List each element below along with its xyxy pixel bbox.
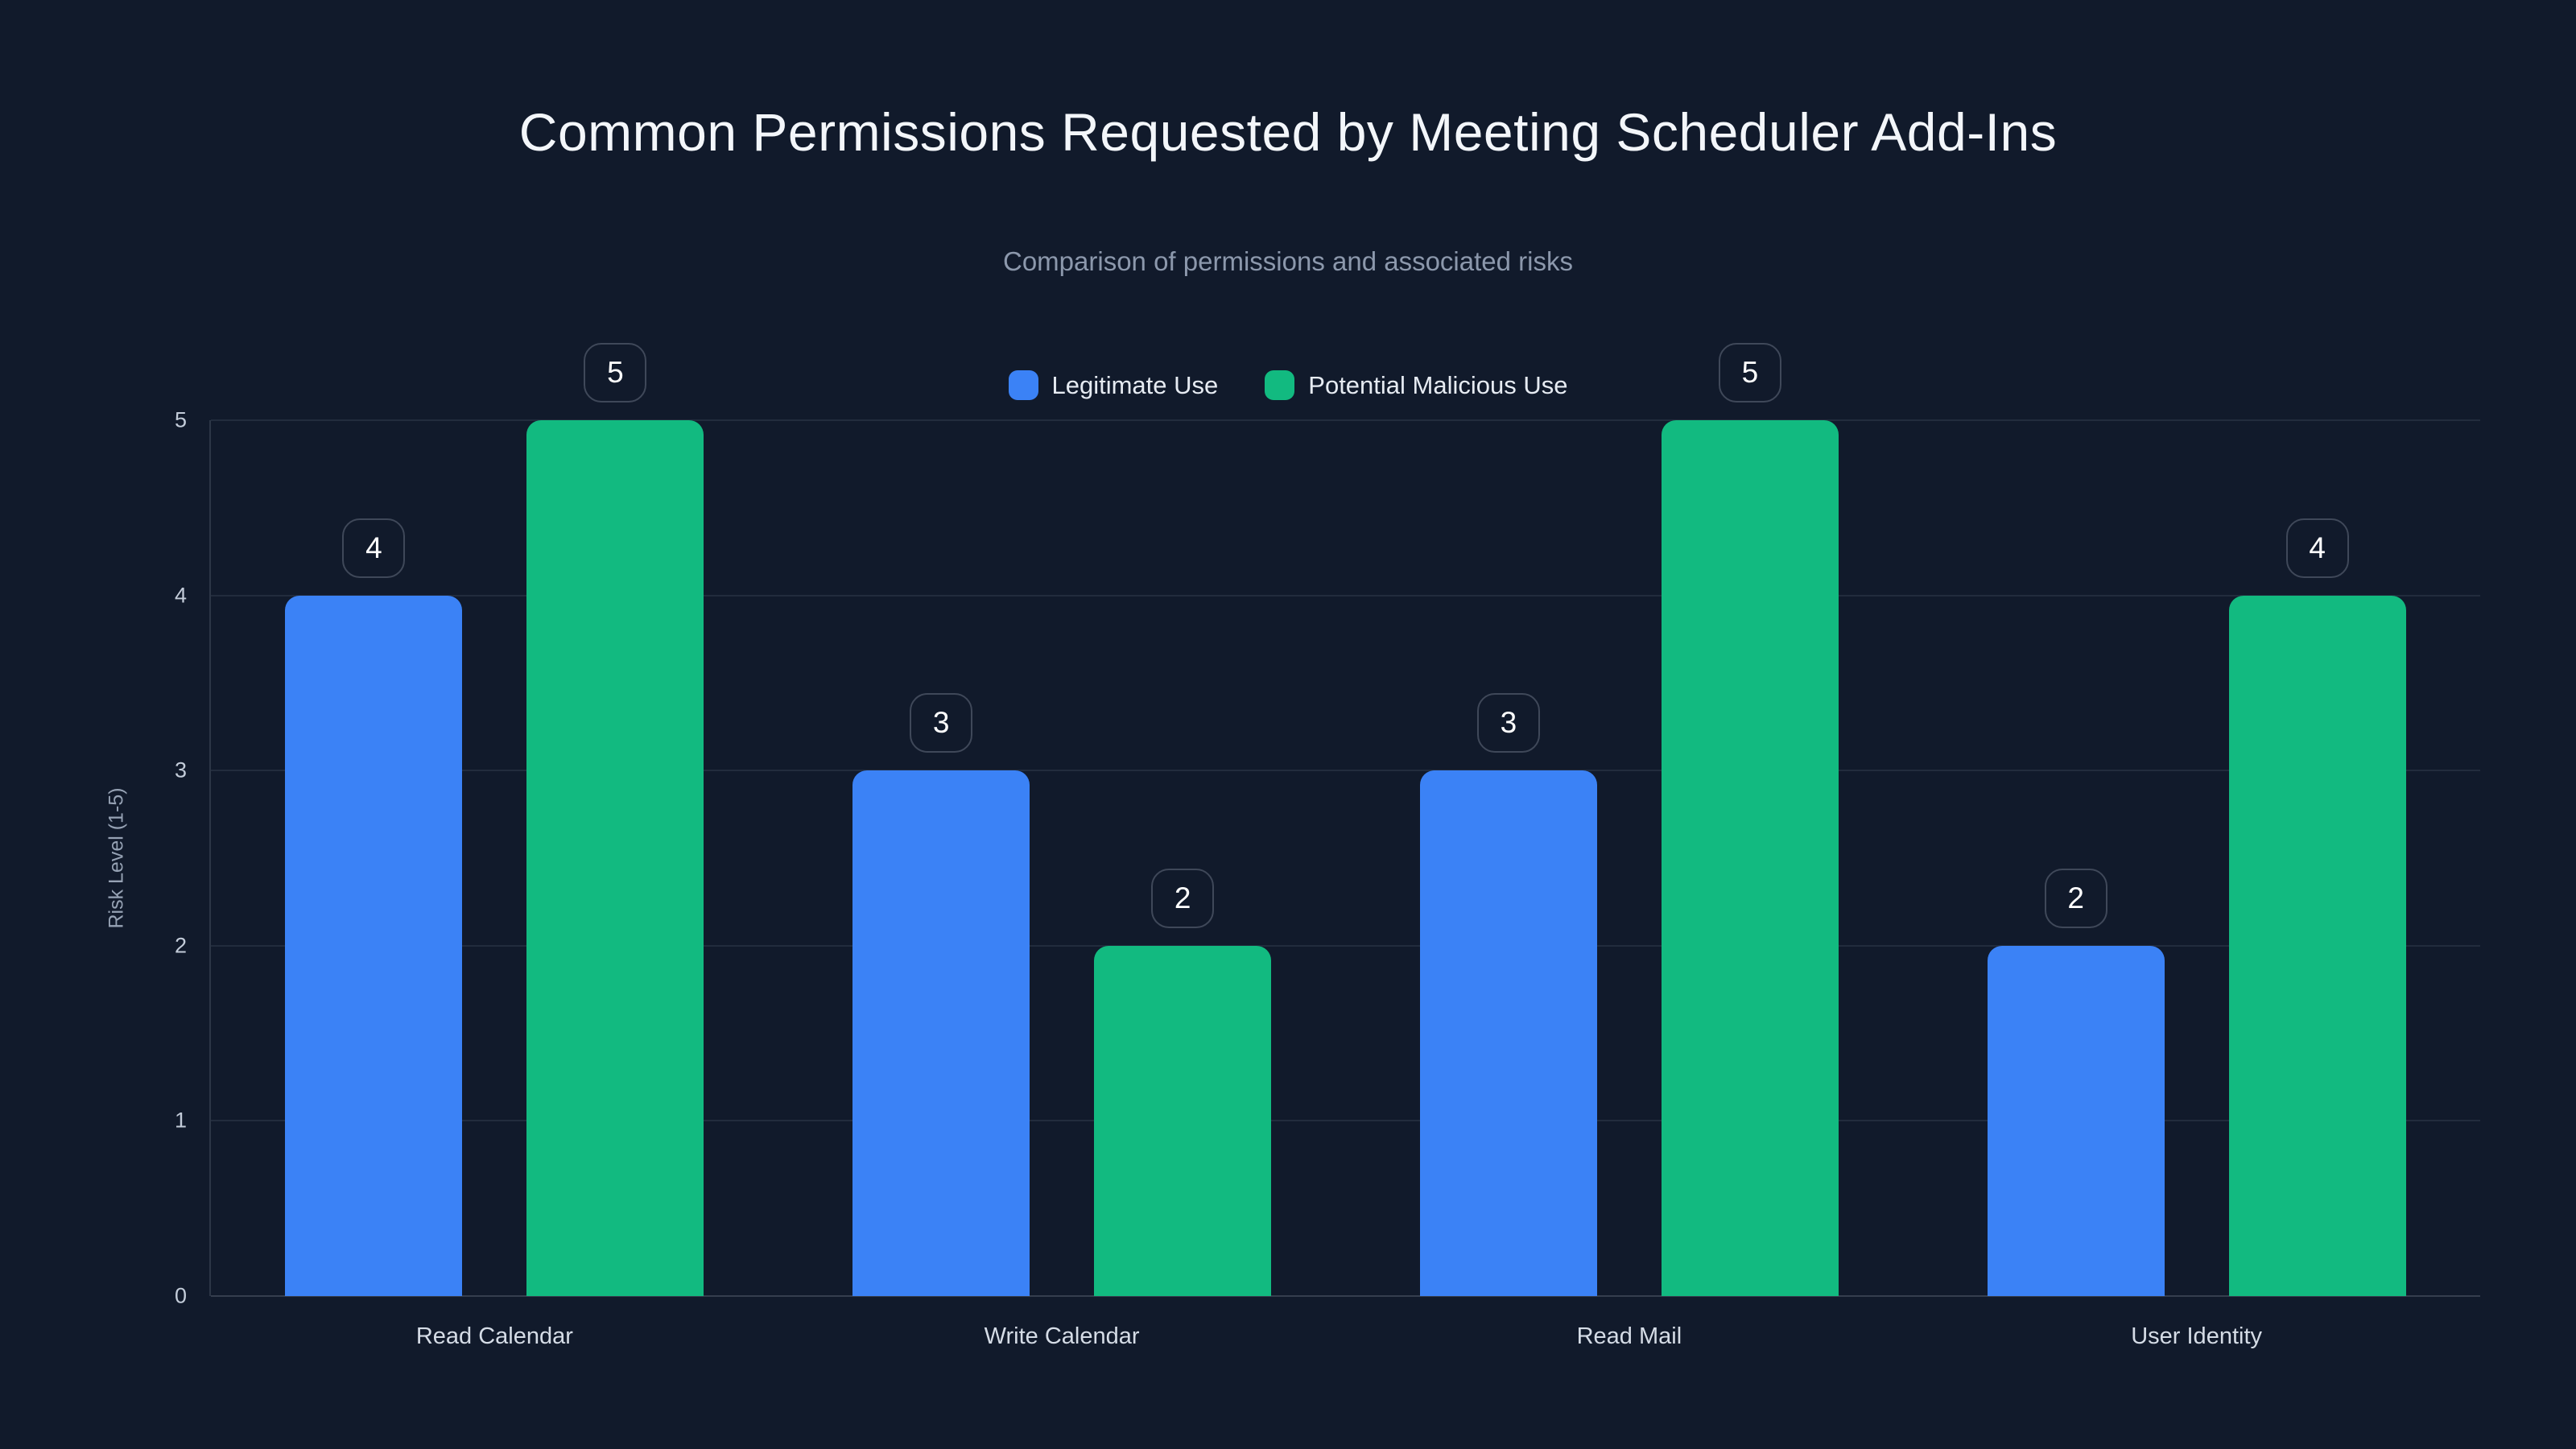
chart-subtitle: Comparison of permissions and associated… (1003, 246, 1573, 276)
legend-swatch-icon (1265, 370, 1295, 400)
value-badge-legitimate-use-read-calendar: 4 (342, 518, 406, 578)
y-tick-label-5: 5 (174, 407, 187, 432)
y-tick-label-1: 1 (174, 1108, 187, 1133)
x-axis-line (211, 1295, 2480, 1297)
legend-label: Legitimate Use (1051, 370, 1219, 399)
gridline-y3 (211, 770, 2480, 772)
plot-area: 4 5 3 2 3 5 2 4 (209, 343, 2480, 1297)
legend-label: Potential Malicious Use (1308, 370, 1568, 399)
value-badge-potential-malicious-use-write-calendar: 2 (1151, 868, 1215, 928)
x-axis-labels: Read Calendar Write Calendar Read Mail User… (211, 1323, 2480, 1372)
bar-legitimate-use-user-identity[interactable] (1987, 945, 2165, 1296)
x-axis-label-user-identity: User Identity (2131, 1323, 2263, 1349)
y-axis-title: Risk Level (1-5) (105, 787, 128, 929)
bar-legitimate-use-read-calendar[interactable] (285, 595, 463, 1296)
chart-title: Common Permissions Requested by Meeting … (518, 102, 2058, 162)
legend-item-legitimate-use[interactable]: Legitimate Use (1008, 370, 1219, 400)
x-axis-label-write-calendar: Write Calendar (984, 1323, 1140, 1349)
x-axis-label-read-calendar: Read Calendar (415, 1323, 573, 1349)
gridline-y5 (211, 419, 2480, 421)
x-axis-label-read-mail: Read Mail (1576, 1323, 1682, 1349)
bar-potential-malicious-use-user-identity[interactable] (2228, 595, 2406, 1296)
value-badge-potential-malicious-use-user-identity: 4 (2285, 518, 2349, 578)
legend: Legitimate Use Potential Malicious Use (0, 370, 2576, 400)
y-tick-label-0: 0 (174, 1283, 187, 1308)
y-tick-label-3: 3 (174, 758, 187, 782)
gridline-y2 (211, 944, 2480, 947)
legend-swatch-icon (1008, 370, 1038, 400)
y-axis-line (209, 420, 211, 1296)
bar-potential-malicious-use-write-calendar[interactable] (1094, 945, 1272, 1296)
gridline-y4 (211, 594, 2480, 597)
value-badge-potential-malicious-use-read-calendar: 5 (584, 343, 647, 402)
value-badge-legitimate-use-user-identity: 2 (2044, 868, 2107, 928)
bar-legitimate-use-read-mail[interactable] (1419, 770, 1597, 1296)
y-tick-label-2: 2 (174, 933, 187, 958)
bar-legitimate-use-write-calendar[interactable] (852, 770, 1030, 1296)
y-tick-label-4: 4 (174, 583, 187, 608)
gridline-y1 (211, 1120, 2480, 1122)
value-badge-legitimate-use-read-mail: 3 (1476, 693, 1540, 753)
value-badge-legitimate-use-write-calendar: 3 (910, 693, 973, 753)
bar-potential-malicious-use-read-calendar[interactable] (526, 420, 704, 1296)
bar-potential-malicious-use-read-mail[interactable] (1661, 420, 1839, 1296)
legend-item-potential-malicious-use[interactable]: Potential Malicious Use (1265, 370, 1567, 400)
value-badge-potential-malicious-use-read-mail: 5 (1718, 343, 1781, 402)
